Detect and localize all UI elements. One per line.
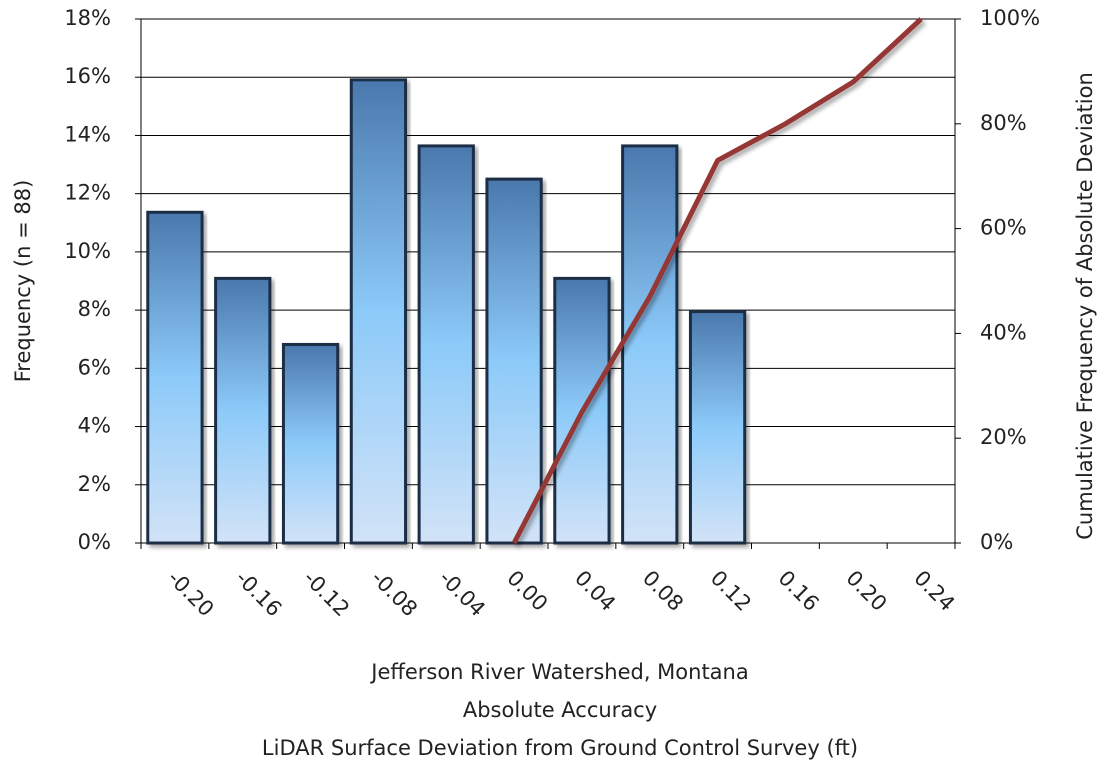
x-tick-label: 0.20 — [841, 566, 891, 616]
y2-tick-label: 0% — [980, 530, 1013, 554]
x-tick-label: -0.08 — [367, 566, 422, 621]
y-tick-label: 10% — [64, 239, 111, 263]
y-tick-label: 18% — [64, 6, 111, 30]
x-tick-label: 0.12 — [706, 566, 756, 616]
bar — [417, 144, 475, 545]
x-tick-label: -0.16 — [231, 566, 286, 621]
y-tick-label: 2% — [78, 472, 111, 496]
x-tick-label: -0.12 — [299, 566, 354, 621]
bar — [688, 310, 747, 545]
y2-tick-label: 100% — [980, 6, 1040, 30]
bar — [214, 276, 272, 545]
y-tick-label: 4% — [78, 414, 111, 438]
x-tick-label: 0.08 — [638, 566, 688, 616]
x-tick-label: 0.24 — [909, 566, 959, 616]
bar — [281, 342, 340, 545]
y-tick-label: 6% — [78, 355, 111, 379]
x-tick-label: 0.00 — [502, 566, 552, 616]
bar — [621, 144, 679, 545]
bar — [146, 210, 204, 545]
y-tick-label: 8% — [78, 297, 111, 321]
y2-tick-label: 60% — [980, 216, 1027, 240]
y-tick-label: 16% — [64, 64, 111, 88]
x-tick-label: 0.04 — [570, 566, 620, 616]
x-tick-label: -0.04 — [434, 566, 489, 621]
bar — [349, 78, 408, 545]
y2-tick-label: 40% — [980, 320, 1027, 344]
x-tick-label: -0.20 — [163, 566, 218, 621]
y2-axis-label: Cumulative Frequency of Absolute Deviati… — [1073, 72, 1097, 540]
y-tick-label: 12% — [64, 181, 111, 205]
x-axis-label: Absolute Accuracy — [463, 698, 657, 722]
y-tick-label: 14% — [64, 122, 111, 146]
x-axis-label: LiDAR Surface Deviation from Ground Cont… — [262, 736, 858, 760]
y-tick-label: 0% — [78, 530, 111, 554]
x-axis-label: Jefferson River Watershed, Montana — [369, 660, 748, 684]
bar — [485, 177, 543, 545]
y-axis-label: Frequency (n = 88) — [11, 180, 35, 383]
y2-tick-label: 80% — [980, 111, 1027, 135]
y2-tick-label: 20% — [980, 425, 1027, 449]
x-tick-label: 0.16 — [774, 566, 824, 616]
cumulative-line — [511, 17, 923, 545]
